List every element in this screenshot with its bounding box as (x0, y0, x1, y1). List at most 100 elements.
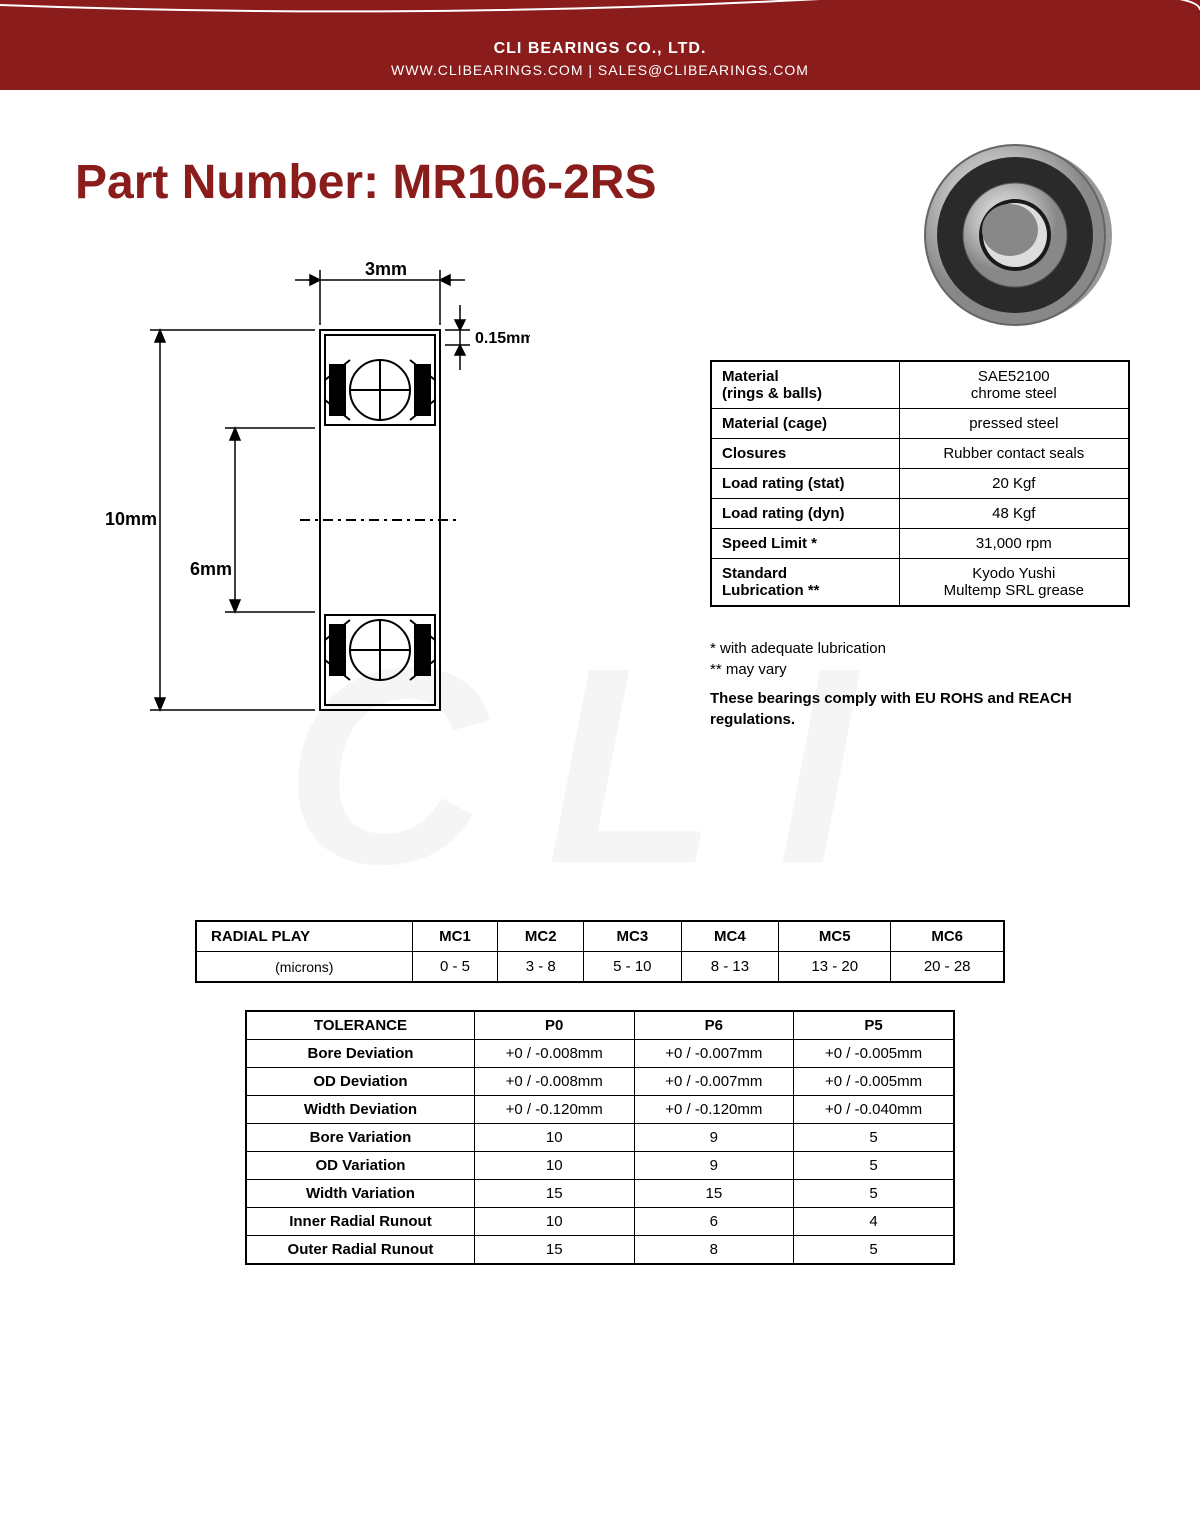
tolerance-header-cell: TOLERANCE (246, 1011, 474, 1040)
tolerance-label: OD Deviation (246, 1068, 474, 1096)
radial-play-table: RADIAL PLAYMC1MC2MC3MC4MC5MC6 (microns)0… (195, 920, 1005, 983)
footer-email: SALES@CLIBEARINGS.COM (598, 62, 809, 78)
spec-row: Material (cage)pressed steel (711, 409, 1129, 439)
tolerance-value: 9 (634, 1152, 794, 1180)
tolerance-header-cell: P6 (634, 1011, 794, 1040)
spec-row: Load rating (dyn)48 Kgf (711, 499, 1129, 529)
footer-website: WWW.CLIBEARINGS.COM (391, 62, 583, 78)
tolerance-row: OD Variation1095 (246, 1152, 954, 1180)
radial-cell: 13 - 20 (779, 952, 891, 983)
footer-company: CLI BEARINGS CO., LTD. (0, 40, 1200, 58)
tolerance-row: Inner Radial Runout1064 (246, 1208, 954, 1236)
tolerance-label: Inner Radial Runout (246, 1208, 474, 1236)
spec-value: Rubber contact seals (899, 439, 1129, 469)
tolerance-label: Bore Variation (246, 1124, 474, 1152)
spec-label: Standard Lubrication ** (711, 559, 899, 607)
radial-cell: 8 - 13 (681, 952, 779, 983)
radial-header-cell: RADIAL PLAY (196, 921, 412, 952)
footer-swoosh (0, 0, 1200, 30)
tolerance-row: OD Deviation+0 / -0.008mm+0 / -0.007mm+0… (246, 1068, 954, 1096)
tolerance-row: Outer Radial Runout1585 (246, 1236, 954, 1265)
tolerance-value: +0 / -0.008mm (474, 1040, 634, 1068)
radial-cell: 0 - 5 (412, 952, 498, 983)
tolerance-row: Bore Variation1095 (246, 1124, 954, 1152)
dim-outer-dia: 10mm (105, 509, 157, 529)
tolerance-value: 6 (634, 1208, 794, 1236)
tolerance-value: 8 (634, 1236, 794, 1265)
tolerance-value: +0 / -0.005mm (794, 1068, 954, 1096)
spec-label: Material (cage) (711, 409, 899, 439)
tolerance-value: +0 / -0.007mm (634, 1040, 794, 1068)
tolerance-row: Width Variation15155 (246, 1180, 954, 1208)
spec-row: Material (rings & balls)SAE52100 chrome … (711, 361, 1129, 409)
spec-value: 48 Kgf (899, 499, 1129, 529)
tolerance-value: 15 (634, 1180, 794, 1208)
spec-row: Load rating (stat)20 Kgf (711, 469, 1129, 499)
tolerance-value: +0 / -0.007mm (634, 1068, 794, 1096)
tolerance-label: Bore Deviation (246, 1040, 474, 1068)
radial-cell: 5 - 10 (584, 952, 682, 983)
tolerance-value: 5 (794, 1152, 954, 1180)
tolerance-value: 15 (474, 1236, 634, 1265)
spec-value: 31,000 rpm (899, 529, 1129, 559)
spec-value: Kyodo Yushi Multemp SRL grease (899, 559, 1129, 607)
spec-row: Speed Limit *31,000 rpm (711, 529, 1129, 559)
tolerance-value: 9 (634, 1124, 794, 1152)
spec-label: Load rating (dyn) (711, 499, 899, 529)
tolerance-value: +0 / -0.120mm (634, 1096, 794, 1124)
tolerance-value: 4 (794, 1208, 954, 1236)
tolerance-row: Width Deviation+0 / -0.120mm+0 / -0.120m… (246, 1096, 954, 1124)
technical-drawing: 3mm 0.15mm (min.) 10mm (100, 250, 530, 730)
dim-chamfer: 0.15mm (min.) (475, 330, 530, 347)
radial-cell: 20 - 28 (891, 952, 1004, 983)
spec-value: SAE52100 chrome steel (899, 361, 1129, 409)
tolerance-label: OD Variation (246, 1152, 474, 1180)
tolerance-label: Width Variation (246, 1180, 474, 1208)
note-vary: ** may vary (710, 661, 1090, 678)
radial-header-cell: MC4 (681, 921, 779, 952)
spec-row: ClosuresRubber contact seals (711, 439, 1129, 469)
tolerance-value: 10 (474, 1208, 634, 1236)
dim-width: 3mm (365, 259, 407, 279)
tolerance-label: Width Deviation (246, 1096, 474, 1124)
radial-header-cell: MC1 (412, 921, 498, 952)
radial-header-cell: MC2 (498, 921, 584, 952)
compliance-note: These bearings comply with EU ROHS and R… (710, 688, 1090, 730)
tolerance-label: Outer Radial Runout (246, 1236, 474, 1265)
spec-label: Load rating (stat) (711, 469, 899, 499)
radial-cell: 3 - 8 (498, 952, 584, 983)
tolerance-value: +0 / -0.120mm (474, 1096, 634, 1124)
tolerance-value: 5 (794, 1180, 954, 1208)
part-number-title: Part Number: MR106-2RS (75, 155, 656, 210)
tolerance-row: Bore Deviation+0 / -0.008mm+0 / -0.007mm… (246, 1040, 954, 1068)
tolerance-header-cell: P0 (474, 1011, 634, 1040)
tolerance-value: +0 / -0.008mm (474, 1068, 634, 1096)
radial-header-cell: MC5 (779, 921, 891, 952)
radial-header-cell: MC6 (891, 921, 1004, 952)
footer-text: CLI BEARINGS CO., LTD. WWW.CLIBEARINGS.C… (0, 40, 1200, 78)
spec-label: Material (rings & balls) (711, 361, 899, 409)
tolerance-value: 5 (794, 1236, 954, 1265)
footer-bar: CLI BEARINGS CO., LTD. WWW.CLIBEARINGS.C… (0, 10, 1200, 90)
note-lubrication: * with adequate lubrication (710, 640, 1090, 657)
spec-label: Speed Limit * (711, 529, 899, 559)
tolerance-value: 10 (474, 1124, 634, 1152)
tolerance-header-cell: P5 (794, 1011, 954, 1040)
spec-notes: * with adequate lubrication ** may vary … (710, 640, 1090, 734)
tolerance-table: TOLERANCEP0P6P5 Bore Deviation+0 / -0.00… (245, 1010, 955, 1265)
spec-label: Closures (711, 439, 899, 469)
tolerance-value: +0 / -0.005mm (794, 1040, 954, 1068)
spec-row: Standard Lubrication **Kyodo Yushi Multe… (711, 559, 1129, 607)
product-image (915, 135, 1115, 335)
tolerance-value: 15 (474, 1180, 634, 1208)
spec-value: 20 Kgf (899, 469, 1129, 499)
spec-table: Material (rings & balls)SAE52100 chrome … (710, 360, 1130, 607)
tolerance-value: +0 / -0.040mm (794, 1096, 954, 1124)
radial-header-cell: MC3 (584, 921, 682, 952)
radial-cell: (microns) (196, 952, 412, 983)
spec-value: pressed steel (899, 409, 1129, 439)
tolerance-value: 5 (794, 1124, 954, 1152)
dim-inner-dia: 6mm (190, 559, 232, 579)
footer-separator: | (588, 62, 598, 78)
tolerance-value: 10 (474, 1152, 634, 1180)
